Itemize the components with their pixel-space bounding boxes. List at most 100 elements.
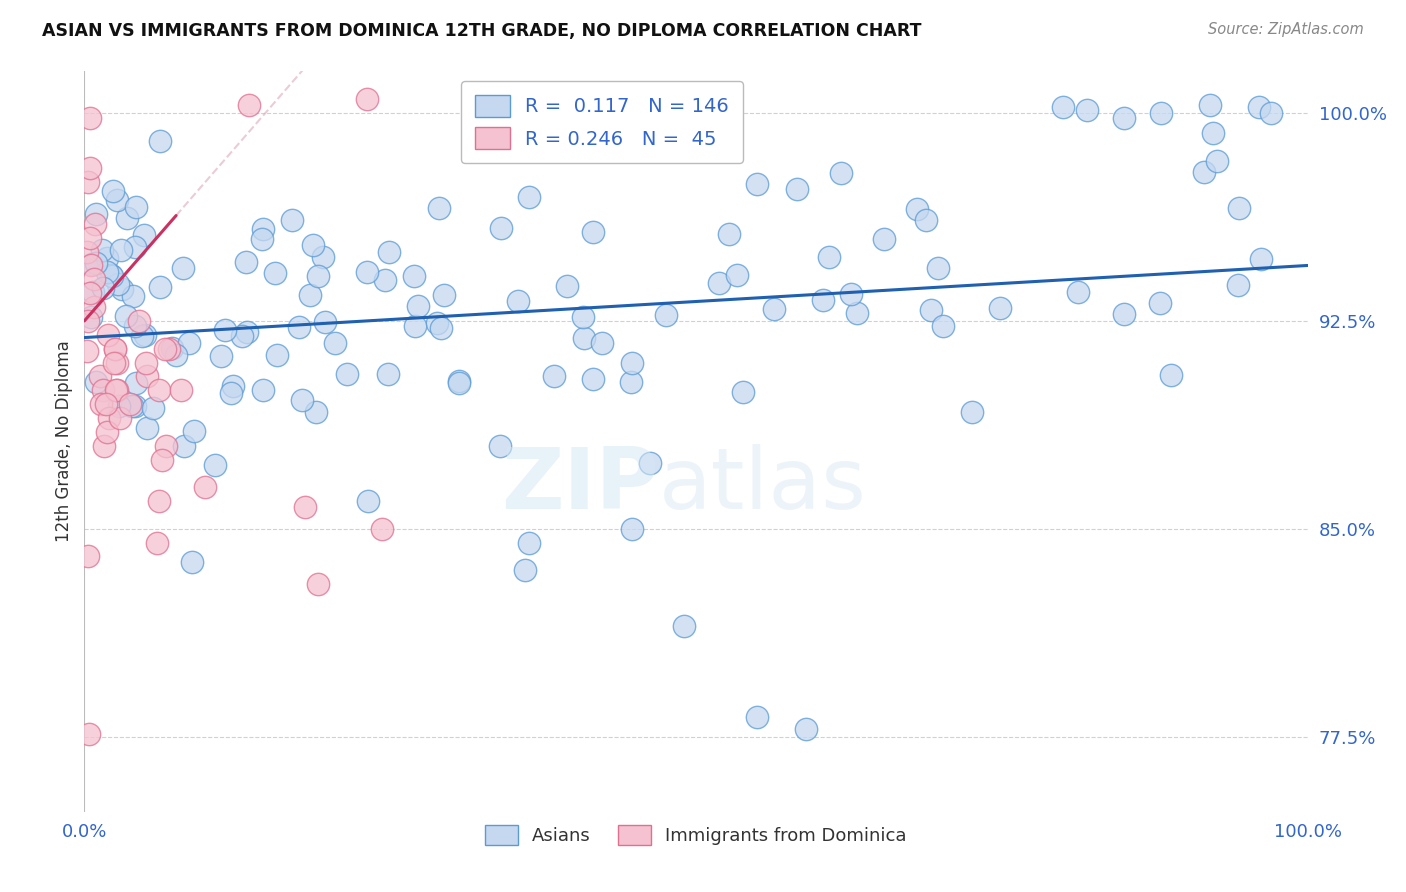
Point <box>449 374 471 388</box>
Point <box>125 200 148 214</box>
Point <box>79 161 101 176</box>
Point <box>101 268 124 283</box>
Point <box>305 405 328 419</box>
Point <box>170 383 193 397</box>
Point <box>252 384 274 398</box>
Point <box>1160 368 1182 382</box>
Point <box>121 399 143 413</box>
Point <box>214 323 236 337</box>
Point <box>377 367 399 381</box>
Point <box>82 285 104 299</box>
Point <box>489 439 512 453</box>
Point <box>517 190 540 204</box>
Point <box>105 383 128 397</box>
Point <box>84 207 107 221</box>
Point <box>236 325 259 339</box>
Point <box>131 329 153 343</box>
Text: atlas: atlas <box>659 444 868 527</box>
Text: ZIP: ZIP <box>502 444 659 527</box>
Point <box>101 184 124 198</box>
Point <box>142 401 165 416</box>
Point <box>582 225 605 239</box>
Point <box>873 232 896 246</box>
Point <box>105 193 128 207</box>
Point <box>433 287 456 301</box>
Point <box>235 255 257 269</box>
Point <box>287 319 309 334</box>
Point <box>172 261 194 276</box>
Point <box>1260 106 1282 120</box>
Point <box>231 329 253 343</box>
Point <box>591 336 613 351</box>
Point <box>519 535 541 549</box>
Point <box>1112 307 1135 321</box>
Point <box>655 309 678 323</box>
Point <box>76 244 98 259</box>
Point <box>794 722 817 736</box>
Point <box>105 383 128 397</box>
Point <box>830 165 852 179</box>
Point <box>80 310 103 324</box>
Point <box>93 383 115 397</box>
Point <box>110 243 132 257</box>
Point <box>80 259 103 273</box>
Point <box>266 348 288 362</box>
Point <box>84 256 107 270</box>
Point <box>96 425 118 439</box>
Point <box>555 279 578 293</box>
Point <box>378 245 401 260</box>
Point <box>370 522 392 536</box>
Point <box>1201 126 1223 140</box>
Point <box>120 397 142 411</box>
Point <box>621 356 644 370</box>
Point <box>513 564 536 578</box>
Point <box>219 385 242 400</box>
Point <box>817 250 839 264</box>
Point <box>404 268 426 283</box>
Point <box>312 250 335 264</box>
Point <box>117 211 139 225</box>
Text: Source: ZipAtlas.com: Source: ZipAtlas.com <box>1208 22 1364 37</box>
Point <box>1227 201 1250 215</box>
Point <box>927 260 949 275</box>
Point <box>747 710 769 724</box>
Point <box>747 177 769 191</box>
Point <box>1150 106 1173 120</box>
Point <box>180 555 202 569</box>
Point <box>79 112 101 126</box>
Point <box>155 439 177 453</box>
Point <box>121 289 143 303</box>
Point <box>155 342 177 356</box>
Point <box>1250 252 1272 266</box>
Point <box>97 327 120 342</box>
Point <box>135 421 157 435</box>
Point <box>356 92 378 106</box>
Point <box>294 500 316 514</box>
Point <box>183 424 205 438</box>
Point <box>91 243 114 257</box>
Point <box>209 349 232 363</box>
Point <box>907 202 929 216</box>
Point <box>374 272 396 286</box>
Point <box>914 213 936 227</box>
Point <box>572 330 595 344</box>
Point <box>76 314 98 328</box>
Point <box>281 213 304 227</box>
Point <box>1052 100 1074 114</box>
Point <box>1247 100 1270 114</box>
Point <box>491 221 513 235</box>
Point <box>79 231 101 245</box>
Point <box>307 577 329 591</box>
Point <box>920 303 942 318</box>
Point <box>84 217 107 231</box>
Point <box>1205 153 1227 168</box>
Point <box>104 342 127 356</box>
Point <box>252 232 274 246</box>
Point <box>336 368 359 382</box>
Point <box>357 494 380 508</box>
Point <box>83 300 105 314</box>
Point <box>124 319 146 334</box>
Point <box>1114 112 1136 126</box>
Point <box>988 301 1011 316</box>
Point <box>846 306 869 320</box>
